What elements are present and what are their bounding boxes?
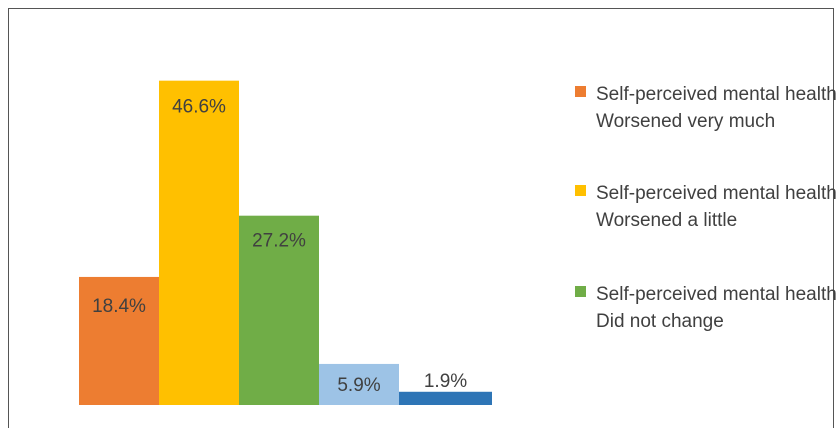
legend-item-worsened-very-much: Self-perceived mental health Worsened ve… <box>575 81 838 135</box>
bar-value-label-1: 18.4% <box>92 296 146 317</box>
bar-4 <box>319 363 399 405</box>
legend-label: Self-perceived mental health Did not cha… <box>596 284 837 332</box>
bar-value-label-4: 5.9% <box>337 375 380 396</box>
bar-5 <box>399 391 492 405</box>
legend-label: Self-perceived mental health Worsened ve… <box>596 84 837 132</box>
chart-frame: 18.4% 46.6% 27.2% 5.9% 1.9% Self-perceived m… <box>8 8 837 428</box>
bar-value-label-2: 46.6% <box>172 97 226 118</box>
legend-label: Self-perceived mental health Worsened a … <box>596 183 837 231</box>
legend-swatch-orange <box>575 86 586 97</box>
legend-swatch-yellow <box>575 185 586 196</box>
bar-value-label-3: 27.2% <box>252 231 306 252</box>
bar-chart-plot: 18.4% 46.6% 27.2% 5.9% 1.9% <box>79 80 492 405</box>
bar-3 <box>239 215 319 405</box>
legend-item-did-not-change: Self-perceived mental health Did not cha… <box>575 281 838 335</box>
legend-item-worsened-a-little: Self-perceived mental health Worsened a … <box>575 180 838 234</box>
bar-1 <box>79 276 159 405</box>
bar-value-label-5: 1.9% <box>424 371 467 392</box>
legend-swatch-green <box>575 286 586 297</box>
bar-2 <box>159 80 239 405</box>
